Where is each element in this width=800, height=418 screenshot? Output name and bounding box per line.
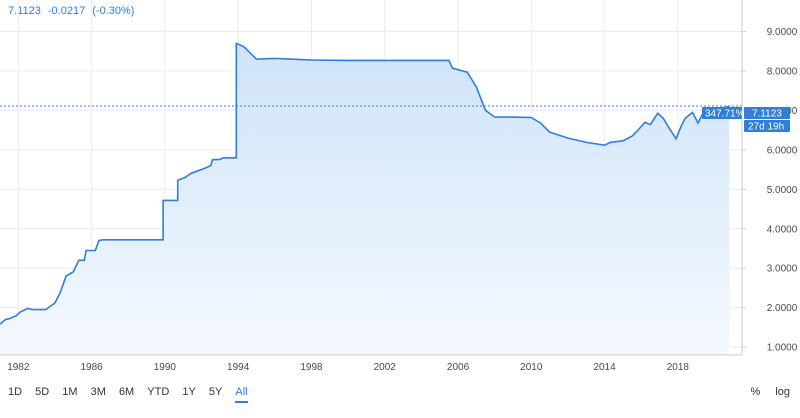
y-tick-label: 6.0000 xyxy=(767,145,798,156)
x-tick-label: 2002 xyxy=(374,362,397,373)
range-selector: 1D 5D 1M 3M 6M YTD 1Y 5Y All xyxy=(8,386,258,403)
log-scale-toggle[interactable]: log xyxy=(775,386,790,398)
range-5d[interactable]: 5D xyxy=(35,386,50,398)
range-3m[interactable]: 3M xyxy=(90,386,106,398)
y-tick-label: 5.0000 xyxy=(767,185,798,196)
price-axis: 1.00002.00003.00004.00005.00006.00007.00… xyxy=(742,27,798,354)
percent-scale-toggle[interactable]: % xyxy=(750,386,761,398)
price-legend: 7.1123 -0.0217 (-0.30%) xyxy=(8,5,138,17)
legend-value: 7.1123 xyxy=(8,5,41,17)
y-tick-label: 3.0000 xyxy=(767,264,798,275)
series-area xyxy=(0,43,730,356)
badge-pct: 347.71% xyxy=(705,109,745,120)
y-tick-label: 8.0000 xyxy=(767,67,798,78)
x-tick-label: 1998 xyxy=(300,362,323,373)
x-tick-label: 1990 xyxy=(154,362,177,373)
range-6m[interactable]: 6M xyxy=(118,386,135,398)
range-1m[interactable]: 1M xyxy=(62,386,78,398)
series-line xyxy=(0,42,730,325)
y-tick-label: 4.0000 xyxy=(767,224,798,235)
time-axis: 1982 1986 1990 1994 1998 2002 2006 2010 2014 2018 xyxy=(7,362,689,373)
badge-pct-bg xyxy=(702,107,742,119)
range-1d[interactable]: 1D xyxy=(8,386,23,398)
x-tick-label: 2010 xyxy=(520,362,543,373)
x-tick-label: 2018 xyxy=(667,362,690,373)
x-tick-label: 1986 xyxy=(80,362,103,373)
scale-options: % log xyxy=(738,386,790,398)
badge-price: 7.1123 xyxy=(752,109,782,120)
x-tick-label: 1994 xyxy=(227,362,250,373)
badge-price-bg xyxy=(744,107,790,119)
x-tick-label: 2014 xyxy=(593,362,616,373)
x-tick-label: 1982 xyxy=(7,362,30,373)
range-ytd[interactable]: YTD xyxy=(147,386,170,398)
badge-countdown-bg xyxy=(744,120,790,132)
badge-countdown: 27d 19h xyxy=(748,122,784,133)
legend-change: -0.0217 xyxy=(47,5,86,17)
x-tick-label: 2006 xyxy=(447,362,470,373)
y-tick-label: 1.0000 xyxy=(767,343,798,354)
range-5y[interactable]: 5Y xyxy=(208,386,223,398)
price-badge: 347.71% 7.1123 27d 19h xyxy=(702,107,790,133)
legend-change-pct: (-0.30%) xyxy=(92,5,135,17)
y-tick-label: 9.0000 xyxy=(767,27,798,38)
range-all[interactable]: All xyxy=(235,386,248,403)
range-1y[interactable]: 1Y xyxy=(182,386,196,398)
y-tick-label: 2.0000 xyxy=(767,303,798,314)
